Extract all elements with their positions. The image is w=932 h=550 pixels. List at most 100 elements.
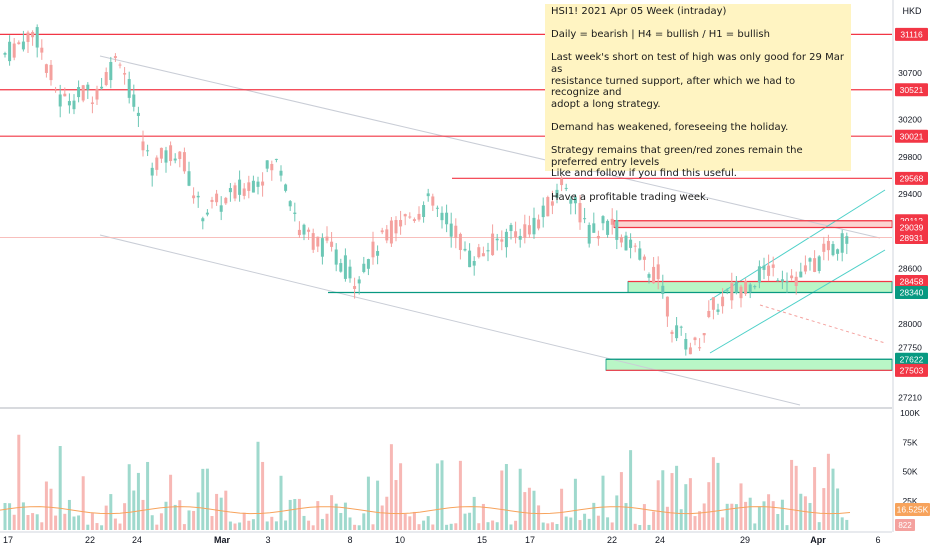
candle-body — [274, 158, 278, 160]
candle-body — [49, 64, 53, 81]
time-tick-label: 24 — [132, 535, 142, 545]
volume-bar — [49, 488, 53, 530]
price-label-28458: 28458 — [900, 277, 924, 287]
candle-body — [104, 72, 108, 86]
volume-bar — [624, 503, 628, 530]
volume-bar — [136, 472, 140, 530]
candle-body — [270, 163, 274, 171]
candle-body — [445, 212, 449, 225]
candle-body — [693, 337, 697, 341]
candle-body — [615, 220, 619, 240]
price-label-27622: 27622 — [900, 354, 924, 364]
volume-bar — [182, 524, 186, 530]
candle-body — [412, 219, 416, 221]
volume-bar — [81, 476, 85, 530]
volume-bar — [270, 516, 274, 530]
red-zone — [613, 220, 893, 228]
volume-bar — [86, 524, 90, 530]
candle-body — [500, 239, 504, 242]
volume-bar — [606, 517, 610, 530]
candle-body — [417, 213, 421, 220]
candle-body — [583, 218, 587, 220]
volume-bar — [95, 523, 99, 530]
volume-bar — [311, 525, 315, 530]
candle-body — [394, 220, 398, 234]
price-label-box — [895, 129, 928, 143]
volume-bar — [794, 465, 798, 530]
volume-bar — [656, 480, 660, 530]
candle-body — [707, 311, 711, 318]
volume-bar — [288, 499, 292, 530]
downtrend-channel-top — [99, 55, 881, 239]
volume-bar — [486, 522, 490, 530]
time-tick-label: Mar — [214, 535, 231, 545]
candle-body — [592, 223, 596, 233]
volume-bar — [150, 515, 154, 530]
volume-bar — [808, 502, 812, 530]
candle-body — [302, 224, 306, 235]
candle-body — [509, 224, 513, 232]
candle-body — [771, 264, 775, 268]
price-label-28931: 28931 — [900, 233, 924, 243]
volume-bar — [711, 457, 715, 530]
candle-body — [215, 193, 219, 203]
volume-bar — [629, 450, 633, 530]
volume-bar — [408, 516, 412, 530]
axes-layer: HKD 30700 30200 29800 29400 28600 28000 27750 27… — [3, 6, 922, 545]
volume-bar — [357, 525, 361, 530]
zone-layer — [605, 220, 893, 371]
volume-bar — [210, 516, 214, 530]
candle-body — [141, 141, 145, 151]
volume-bar — [297, 498, 301, 530]
candle-body — [182, 152, 186, 172]
volume-bar — [698, 511, 702, 530]
volume-bar — [118, 523, 122, 530]
candle-body — [578, 203, 582, 223]
candle-body — [192, 195, 196, 199]
candle-body — [251, 180, 255, 193]
volume-bar — [224, 490, 228, 530]
note-closing: Have a profitable trading week. — [551, 191, 709, 203]
volume-bar — [831, 468, 835, 530]
candle-body — [205, 212, 209, 215]
candle-body — [486, 250, 490, 252]
candle-body — [371, 241, 375, 258]
time-tick-label: Apr — [810, 535, 826, 545]
time-tick-label: 10 — [395, 535, 405, 545]
candle-body — [753, 286, 757, 288]
candle-body — [840, 233, 844, 253]
volume-bar — [785, 525, 789, 530]
volume-bar — [426, 516, 430, 530]
candle-body — [67, 101, 71, 106]
volume-bar — [527, 487, 531, 530]
candle-body — [665, 296, 669, 317]
volume-bar — [31, 513, 35, 530]
volume-bar — [164, 501, 168, 530]
candle-body — [279, 170, 283, 176]
candle-body — [647, 274, 651, 278]
volume-bar — [389, 444, 393, 530]
candle-body — [541, 205, 545, 218]
volume-bar — [564, 516, 568, 530]
volume-bar — [17, 434, 21, 530]
volume-bar — [35, 514, 39, 530]
candle-body — [606, 220, 610, 235]
candle-body — [472, 261, 476, 266]
time-tick-label: 15 — [477, 535, 487, 545]
volume-bar — [100, 525, 104, 530]
candle-body — [320, 238, 324, 257]
volume-bar — [615, 495, 619, 530]
volume-layer — [0, 434, 851, 530]
volume-bar — [725, 503, 729, 530]
volume-bar — [491, 520, 495, 530]
candle-body — [210, 199, 214, 202]
candle-body — [596, 235, 600, 239]
candle-body — [440, 212, 444, 221]
volume-bar — [836, 488, 840, 530]
volume-bar — [619, 472, 623, 530]
candle-body — [307, 229, 311, 232]
candle-body — [21, 41, 25, 50]
candle-body — [629, 239, 633, 248]
candle-body — [8, 41, 12, 62]
